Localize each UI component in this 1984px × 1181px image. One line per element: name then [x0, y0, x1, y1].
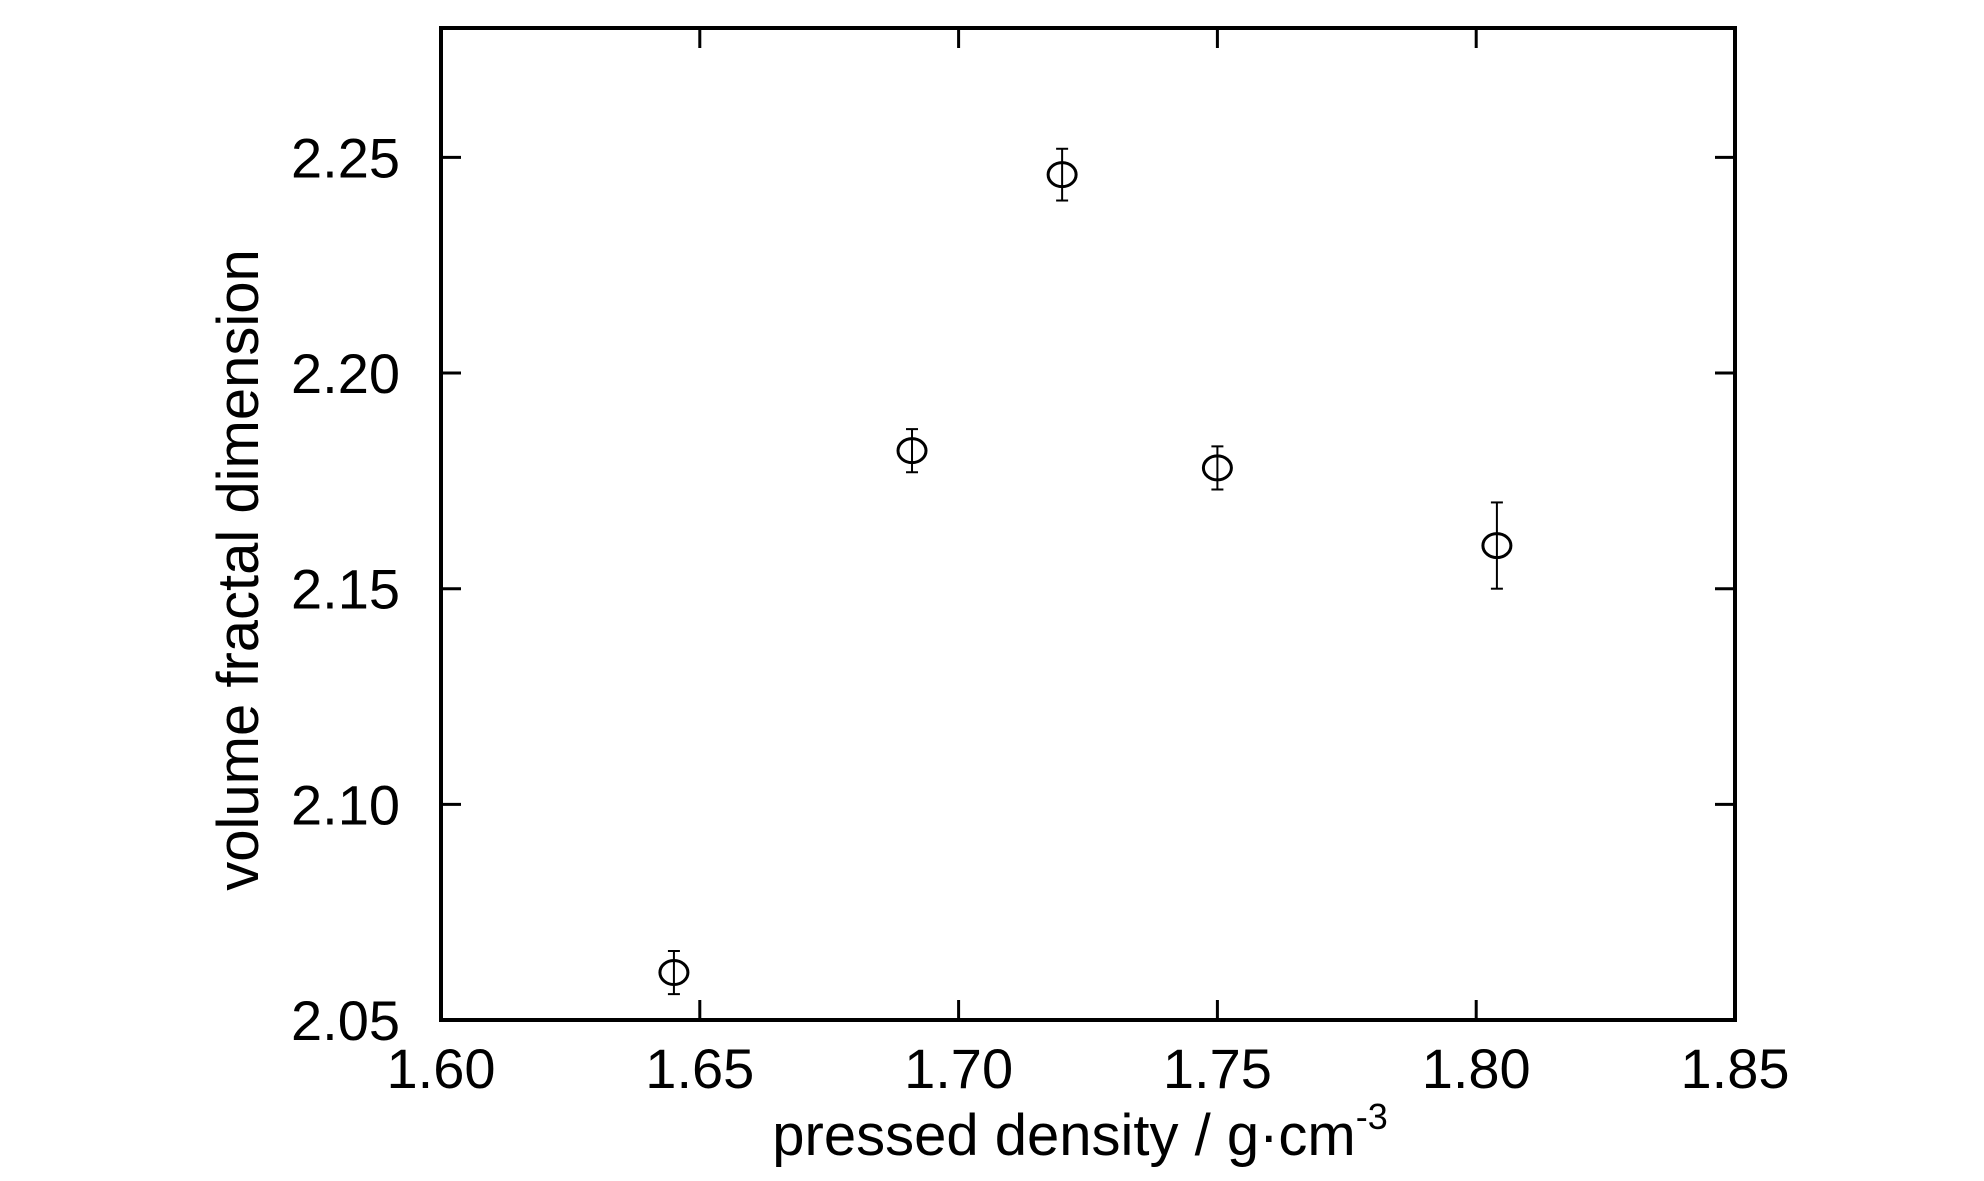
x-axis-label-text: pressed density / g·cm — [772, 1103, 1355, 1168]
y-tick-label: 2.25 — [291, 126, 400, 189]
y-tick-label: 2.20 — [291, 342, 400, 405]
plot-frame — [439, 26, 1737, 1022]
y-tick-label: 2.15 — [291, 558, 400, 621]
point-marker — [1046, 161, 1078, 189]
x-axis-label-superscript: -3 — [1356, 1096, 1388, 1137]
data-point — [896, 428, 928, 474]
x-tick-label: 1.70 — [904, 1037, 1013, 1100]
x-tick-label: 1.85 — [1681, 1037, 1790, 1100]
x-axis-label: pressed density / g·cm-3 — [772, 1096, 1387, 1168]
x-tick-label: 1.75 — [1163, 1037, 1272, 1100]
data-points — [658, 147, 1513, 996]
x-axis-ticks: 1.60 1.65 1.70 1.75 1.80 1.85 — [387, 28, 1790, 1100]
point-marker — [1201, 454, 1233, 482]
point-marker — [658, 959, 690, 987]
data-point — [1046, 147, 1078, 202]
x-tick-label: 1.60 — [387, 1037, 496, 1100]
y-axis-label: volume fractal dimension — [206, 249, 271, 891]
y-tick-label: 2.10 — [291, 773, 400, 836]
point-marker — [896, 437, 928, 465]
data-point — [1481, 501, 1513, 590]
y-tick-label: 2.05 — [291, 989, 400, 1052]
data-point — [1201, 445, 1233, 491]
y-axis-ticks: 2.05 2.10 2.15 2.20 2.25 — [291, 126, 1735, 1052]
x-tick-label: 1.80 — [1422, 1037, 1531, 1100]
point-marker — [1481, 532, 1513, 560]
data-point — [658, 949, 690, 996]
x-tick-label: 1.65 — [645, 1037, 754, 1100]
